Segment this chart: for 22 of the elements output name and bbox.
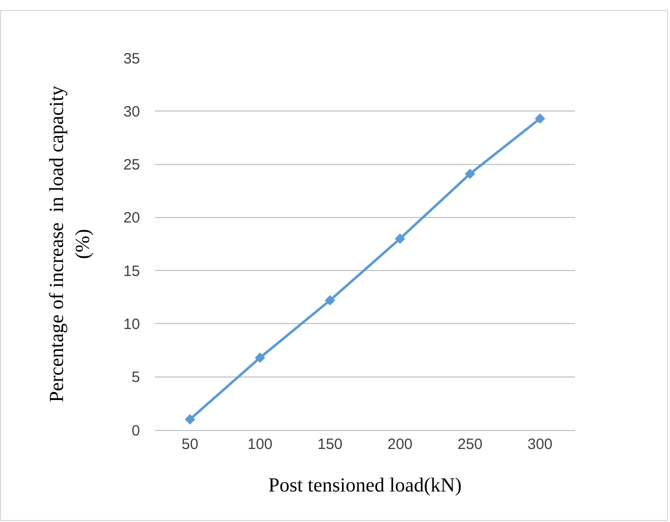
- y-tick-label: 15: [123, 262, 140, 280]
- point: [324, 295, 336, 306]
- x-tick-label: 50: [182, 436, 198, 453]
- point: [254, 352, 266, 363]
- x-tick-label: 150: [317, 436, 343, 453]
- x-tick-label: 200: [387, 436, 413, 453]
- y-tick-label: 5: [132, 369, 140, 386]
- x-tick-label: 250: [457, 436, 483, 453]
- y-tick-label: 25: [123, 156, 140, 174]
- y-axis-title: Percentage of increase in load capacity (%): [46, 86, 94, 402]
- x-tick-label: 100: [247, 436, 273, 453]
- point: [394, 233, 406, 244]
- y-tick-label: 35: [123, 50, 140, 68]
- point: [464, 168, 476, 180]
- point: [184, 414, 196, 425]
- y-tick-label: 0: [132, 422, 140, 440]
- x-tick-label: 300: [527, 436, 553, 453]
- point: [534, 113, 546, 124]
- y-tick-label: 30: [123, 103, 140, 120]
- x-axis-title: Post tensioned load(kN): [268, 474, 462, 496]
- y-tick-label: 20: [123, 210, 140, 227]
- y-tick-label: 10: [123, 316, 140, 333]
